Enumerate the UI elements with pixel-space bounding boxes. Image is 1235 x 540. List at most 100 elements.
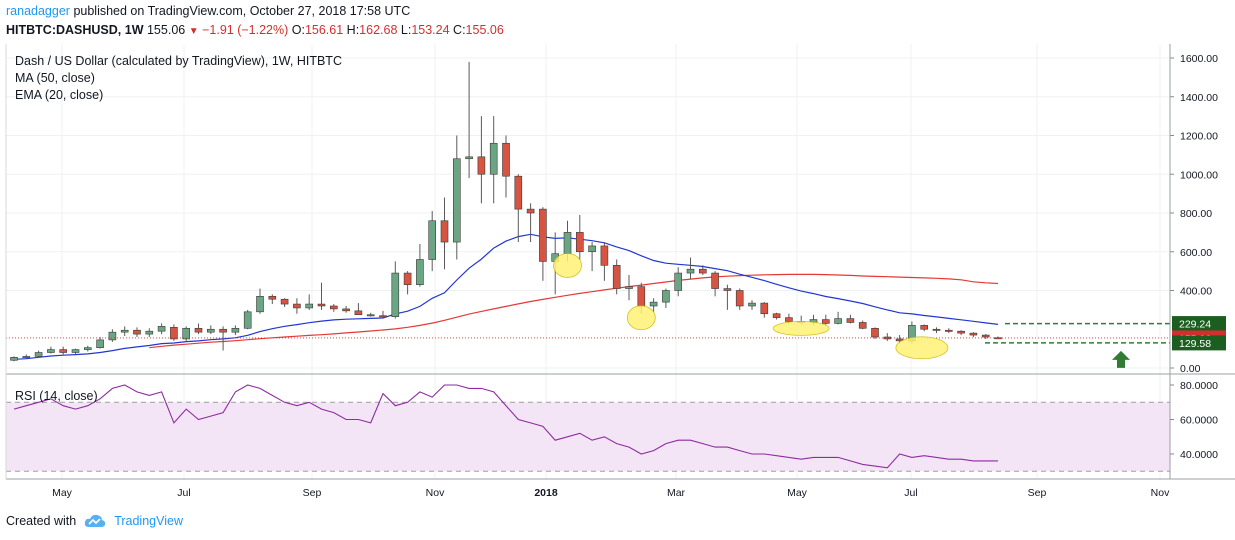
- candle: [883, 333, 892, 341]
- candle-body: [145, 330, 154, 335]
- candle: [514, 174, 523, 243]
- candle: [317, 282, 326, 310]
- candle: [342, 306, 350, 313]
- candle-body: [772, 313, 781, 318]
- rsi-legend: RSI (14, close): [15, 389, 98, 403]
- candle-body: [403, 272, 412, 285]
- highlight-ellipse: [626, 305, 656, 331]
- candle-body: [182, 327, 190, 340]
- candle-body: [834, 318, 842, 324]
- candle-body: [575, 232, 584, 253]
- candle: [625, 275, 633, 301]
- time-tick-label: Sep: [1028, 487, 1047, 499]
- candle-body: [539, 208, 547, 262]
- rsi-title: RSI (14, close): [15, 389, 98, 403]
- rsi-line: [13, 384, 998, 469]
- price-chart[interactable]: 1600.00 1400.00 1200.00 1000.00 800.00 600.00…: [0, 44, 1235, 510]
- highlight-ellipse: [895, 336, 949, 360]
- candle-body: [366, 314, 375, 317]
- ma-legend: MA (50, close): [15, 71, 95, 85]
- footer: Created with TradingView: [6, 514, 183, 528]
- candle-body: [686, 268, 695, 274]
- candle: [182, 326, 190, 341]
- last-price: 155.06: [146, 23, 186, 37]
- price-tag-bg: [1172, 316, 1226, 332]
- price-tick-label: 1600.00: [1180, 53, 1218, 65]
- candle-body: [760, 302, 769, 315]
- candle: [403, 271, 412, 295]
- candle-body: [748, 302, 756, 307]
- candle-body: [59, 349, 68, 353]
- candle-body: [243, 311, 252, 329]
- ema20-series: [13, 233, 999, 360]
- high-label: H:: [346, 23, 360, 37]
- candle-body: [452, 158, 461, 243]
- candle-body: [883, 336, 892, 340]
- candle: [157, 323, 166, 335]
- ema-legend: EMA (20, close): [15, 88, 103, 102]
- candle: [711, 271, 719, 297]
- candle-body: [981, 334, 990, 338]
- ema-line: [13, 233, 999, 360]
- candle-body: [588, 245, 596, 253]
- candle: [120, 326, 129, 337]
- candle: [612, 259, 621, 295]
- price-tick-label: 0.00: [1180, 363, 1201, 375]
- candle-body: [329, 305, 338, 310]
- candle: [145, 328, 154, 337]
- candle: [981, 334, 990, 339]
- candle: [428, 211, 437, 272]
- candle: [416, 244, 424, 287]
- highlight-ellipse: [772, 321, 830, 336]
- candle-body: [735, 290, 744, 307]
- candle: [243, 309, 252, 330]
- candle: [268, 294, 277, 305]
- candle: [354, 303, 363, 316]
- candle: [502, 135, 510, 198]
- candle: [969, 332, 978, 337]
- candle-body: [71, 349, 80, 353]
- highlight-ellipse: [553, 253, 582, 278]
- axes: 1600.00 1400.00 1200.00 1000.00 800.00 600.00…: [5, 44, 1235, 499]
- time-tick-label: Jul: [904, 487, 917, 499]
- open-label: O:: [291, 23, 305, 37]
- candle: [207, 325, 215, 335]
- candle-body: [662, 290, 670, 303]
- price-tag: 229.24: [1172, 316, 1226, 332]
- candle: [96, 337, 104, 349]
- price-tag: 129.58: [1172, 335, 1226, 351]
- candle: [194, 323, 203, 335]
- candle: [821, 314, 830, 325]
- price-change: −1.91 (−1.22%): [202, 23, 289, 37]
- candle-body: [170, 327, 178, 340]
- candle-body: [108, 331, 117, 341]
- price-tick-label: 800.00: [1180, 208, 1212, 220]
- candle: [932, 327, 941, 334]
- candle: [391, 261, 400, 319]
- candle: [133, 327, 141, 337]
- time-tick-label: May: [52, 487, 73, 499]
- rsi-tick-label: 60.0000: [1180, 415, 1218, 427]
- candle: [846, 314, 855, 324]
- candle: [489, 116, 498, 204]
- candle: [170, 324, 178, 341]
- candle-body: [600, 245, 609, 266]
- rsi-band-fill: [6, 402, 1170, 472]
- candle: [59, 346, 68, 355]
- candle-body: [22, 356, 31, 358]
- candle: [575, 214, 584, 260]
- candle: [108, 329, 117, 342]
- candle-body: [194, 327, 203, 333]
- up-arrow-icon: [1112, 350, 1130, 368]
- candle-body: [858, 322, 867, 329]
- tradingview-link[interactable]: TradingView: [114, 514, 183, 528]
- time-tick-label: Jul: [177, 487, 190, 499]
- author-link[interactable]: ranadagger: [6, 4, 70, 18]
- candle: [47, 346, 55, 354]
- candle-body: [416, 259, 424, 285]
- candle: [772, 312, 781, 320]
- close-label: C:: [453, 23, 466, 37]
- candle-body: [34, 352, 43, 357]
- candle: [84, 345, 92, 352]
- rsi-tick-label: 40.0000: [1180, 449, 1218, 461]
